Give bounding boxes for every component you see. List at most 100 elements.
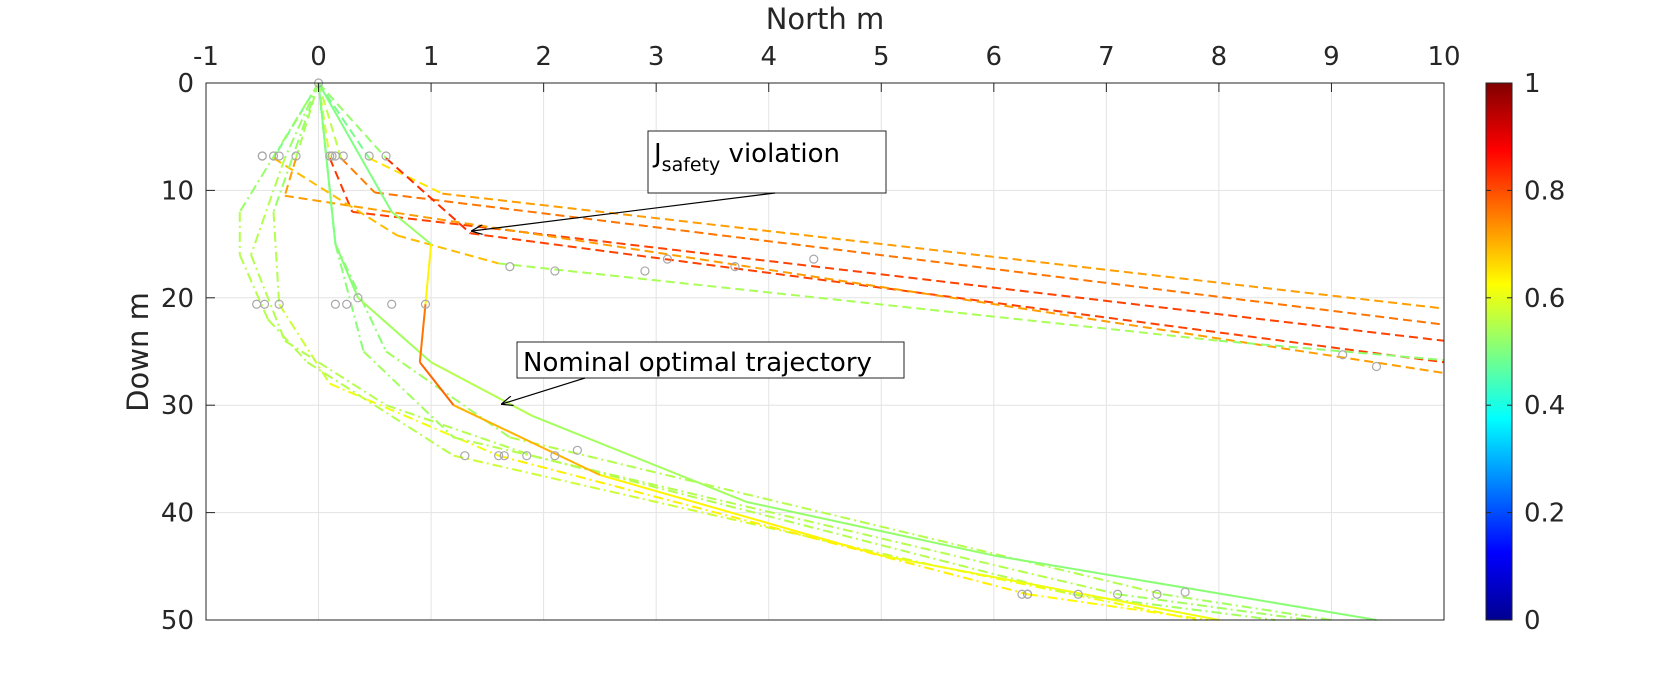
x-tick-label: 7 <box>1098 42 1115 72</box>
colorbar-tick-label: 0.8 <box>1524 176 1565 206</box>
series-1-segment <box>442 192 1445 310</box>
series-8-segment <box>272 211 281 305</box>
annotation-text: Jsafety violation <box>652 139 840 176</box>
annotation-arrow <box>472 192 776 231</box>
series-1-segment <box>317 82 371 159</box>
x-tick-label: 8 <box>1211 42 1228 72</box>
x-tick-label: 9 <box>1323 42 1340 72</box>
colorbar-ticks: 0 0.2 0.4 0.6 0.8 1 <box>1486 69 1565 636</box>
series-9-segment <box>283 82 320 159</box>
series-12-segment <box>317 82 337 245</box>
series-13-segment <box>453 404 601 476</box>
x-axis-ticks: -1 0 1 2 3 4 5 6 7 8 9 10 <box>193 42 1461 92</box>
series-9-segment <box>250 157 286 256</box>
annotation-arrow <box>502 377 586 404</box>
series-7-segment <box>238 82 320 213</box>
y-axis-ticks: 0 10 20 30 40 50 <box>161 69 215 636</box>
waypoint-marker <box>330 151 341 161</box>
waypoint-marker <box>353 293 363 303</box>
waypoint-marker <box>274 299 284 309</box>
colorbar-tick-label: 1 <box>1524 69 1541 99</box>
waypoint-marker <box>505 262 515 272</box>
waypoint-marker <box>550 266 560 276</box>
waypoint-marker <box>522 451 532 461</box>
series-6-segment <box>498 262 1220 342</box>
waypoint-marker <box>257 151 267 161</box>
series-13-segment <box>419 361 455 406</box>
series-10-segment <box>453 436 1118 596</box>
waypoint-marker <box>1017 589 1027 599</box>
series-8-segment <box>278 303 331 385</box>
waypoint-marker <box>274 151 284 161</box>
series-4-segment <box>317 82 387 159</box>
waypoint-marker <box>1371 361 1382 372</box>
series-9-segment <box>385 404 533 457</box>
x-tick-label: 2 <box>535 42 552 72</box>
waypoint-marker <box>550 451 560 461</box>
annotation-text: Nominal optimal trajectory <box>523 348 872 378</box>
waypoint-marker <box>364 151 374 161</box>
series-12-segment <box>430 361 533 417</box>
series-12-segment <box>334 243 359 299</box>
series-6-segment <box>272 157 398 237</box>
plot-box <box>205 82 1445 621</box>
series-13-segment <box>317 82 393 213</box>
series-12-segment <box>746 500 995 557</box>
series-lines <box>238 82 1445 621</box>
series-9-segment <box>284 339 387 407</box>
annotation-nominal-trajectory: Nominal optimal trajectory <box>502 341 905 404</box>
waypoint-marker <box>1073 589 1083 599</box>
x-tick-label: -1 <box>193 42 219 72</box>
series-9-segment <box>532 454 1073 596</box>
series-2-segment <box>374 191 1445 326</box>
y-tick-label: 30 <box>161 391 194 421</box>
annotation-subscript: safety <box>662 154 721 176</box>
colorbar-tick-label: 0.2 <box>1524 499 1565 529</box>
x-tick-label: 6 <box>986 42 1003 72</box>
waypoint-marker <box>420 299 431 309</box>
waypoint-marker <box>494 451 504 461</box>
colorbar-fill <box>1485 82 1513 621</box>
colorbar-tick-label: 0.6 <box>1524 284 1565 314</box>
x-tick-label: 3 <box>648 42 665 72</box>
annotation-box <box>516 341 905 379</box>
waypoint-marker <box>268 151 279 161</box>
y-tick-label: 10 <box>161 176 194 206</box>
x-tick-label: 1 <box>423 42 440 72</box>
series-13-segment <box>599 474 882 557</box>
waypoint-marker <box>1113 589 1123 599</box>
x-tick-label: 5 <box>873 42 890 72</box>
x-tick-label: 10 <box>1427 42 1460 72</box>
annotation-rest: violation <box>720 139 840 169</box>
annotation-box <box>647 130 887 194</box>
waypoint-marker <box>1152 589 1162 599</box>
waypoint-marker <box>499 451 509 461</box>
series-8-segment <box>272 82 320 213</box>
waypoint-marker <box>640 266 650 276</box>
series-2-segment <box>340 157 376 194</box>
waypoint-marker <box>342 299 352 309</box>
series-13-segment <box>424 244 433 305</box>
series-10-segment <box>362 350 455 439</box>
y-tick-label: 50 <box>161 606 194 636</box>
waypoint-marker <box>572 445 583 455</box>
y-tick-label: 40 <box>161 499 194 529</box>
waypoint-marker <box>381 151 391 161</box>
colorbar-tick-label: 0 <box>1524 606 1541 636</box>
waypoint-marker <box>387 299 397 309</box>
series-12-segment <box>357 297 432 363</box>
annotation-safety-violation: Jsafety violation <box>472 130 887 231</box>
series-3-segment <box>317 82 331 159</box>
colorbar: 0 0.2 0.4 0.6 0.8 1 <box>1485 69 1565 636</box>
colorbar-tick-label: 0.4 <box>1524 391 1565 421</box>
series-10-segment <box>334 243 365 352</box>
series-12-segment <box>532 415 747 503</box>
series-5-segment <box>283 157 297 197</box>
series-7-segment <box>238 254 269 320</box>
series-7-segment <box>267 318 309 363</box>
series-13-segment <box>418 304 427 363</box>
waypoint-marker <box>460 451 470 461</box>
series-7-segment <box>306 361 455 457</box>
waypoint-marker <box>291 151 301 161</box>
series-9-segment <box>250 254 286 342</box>
